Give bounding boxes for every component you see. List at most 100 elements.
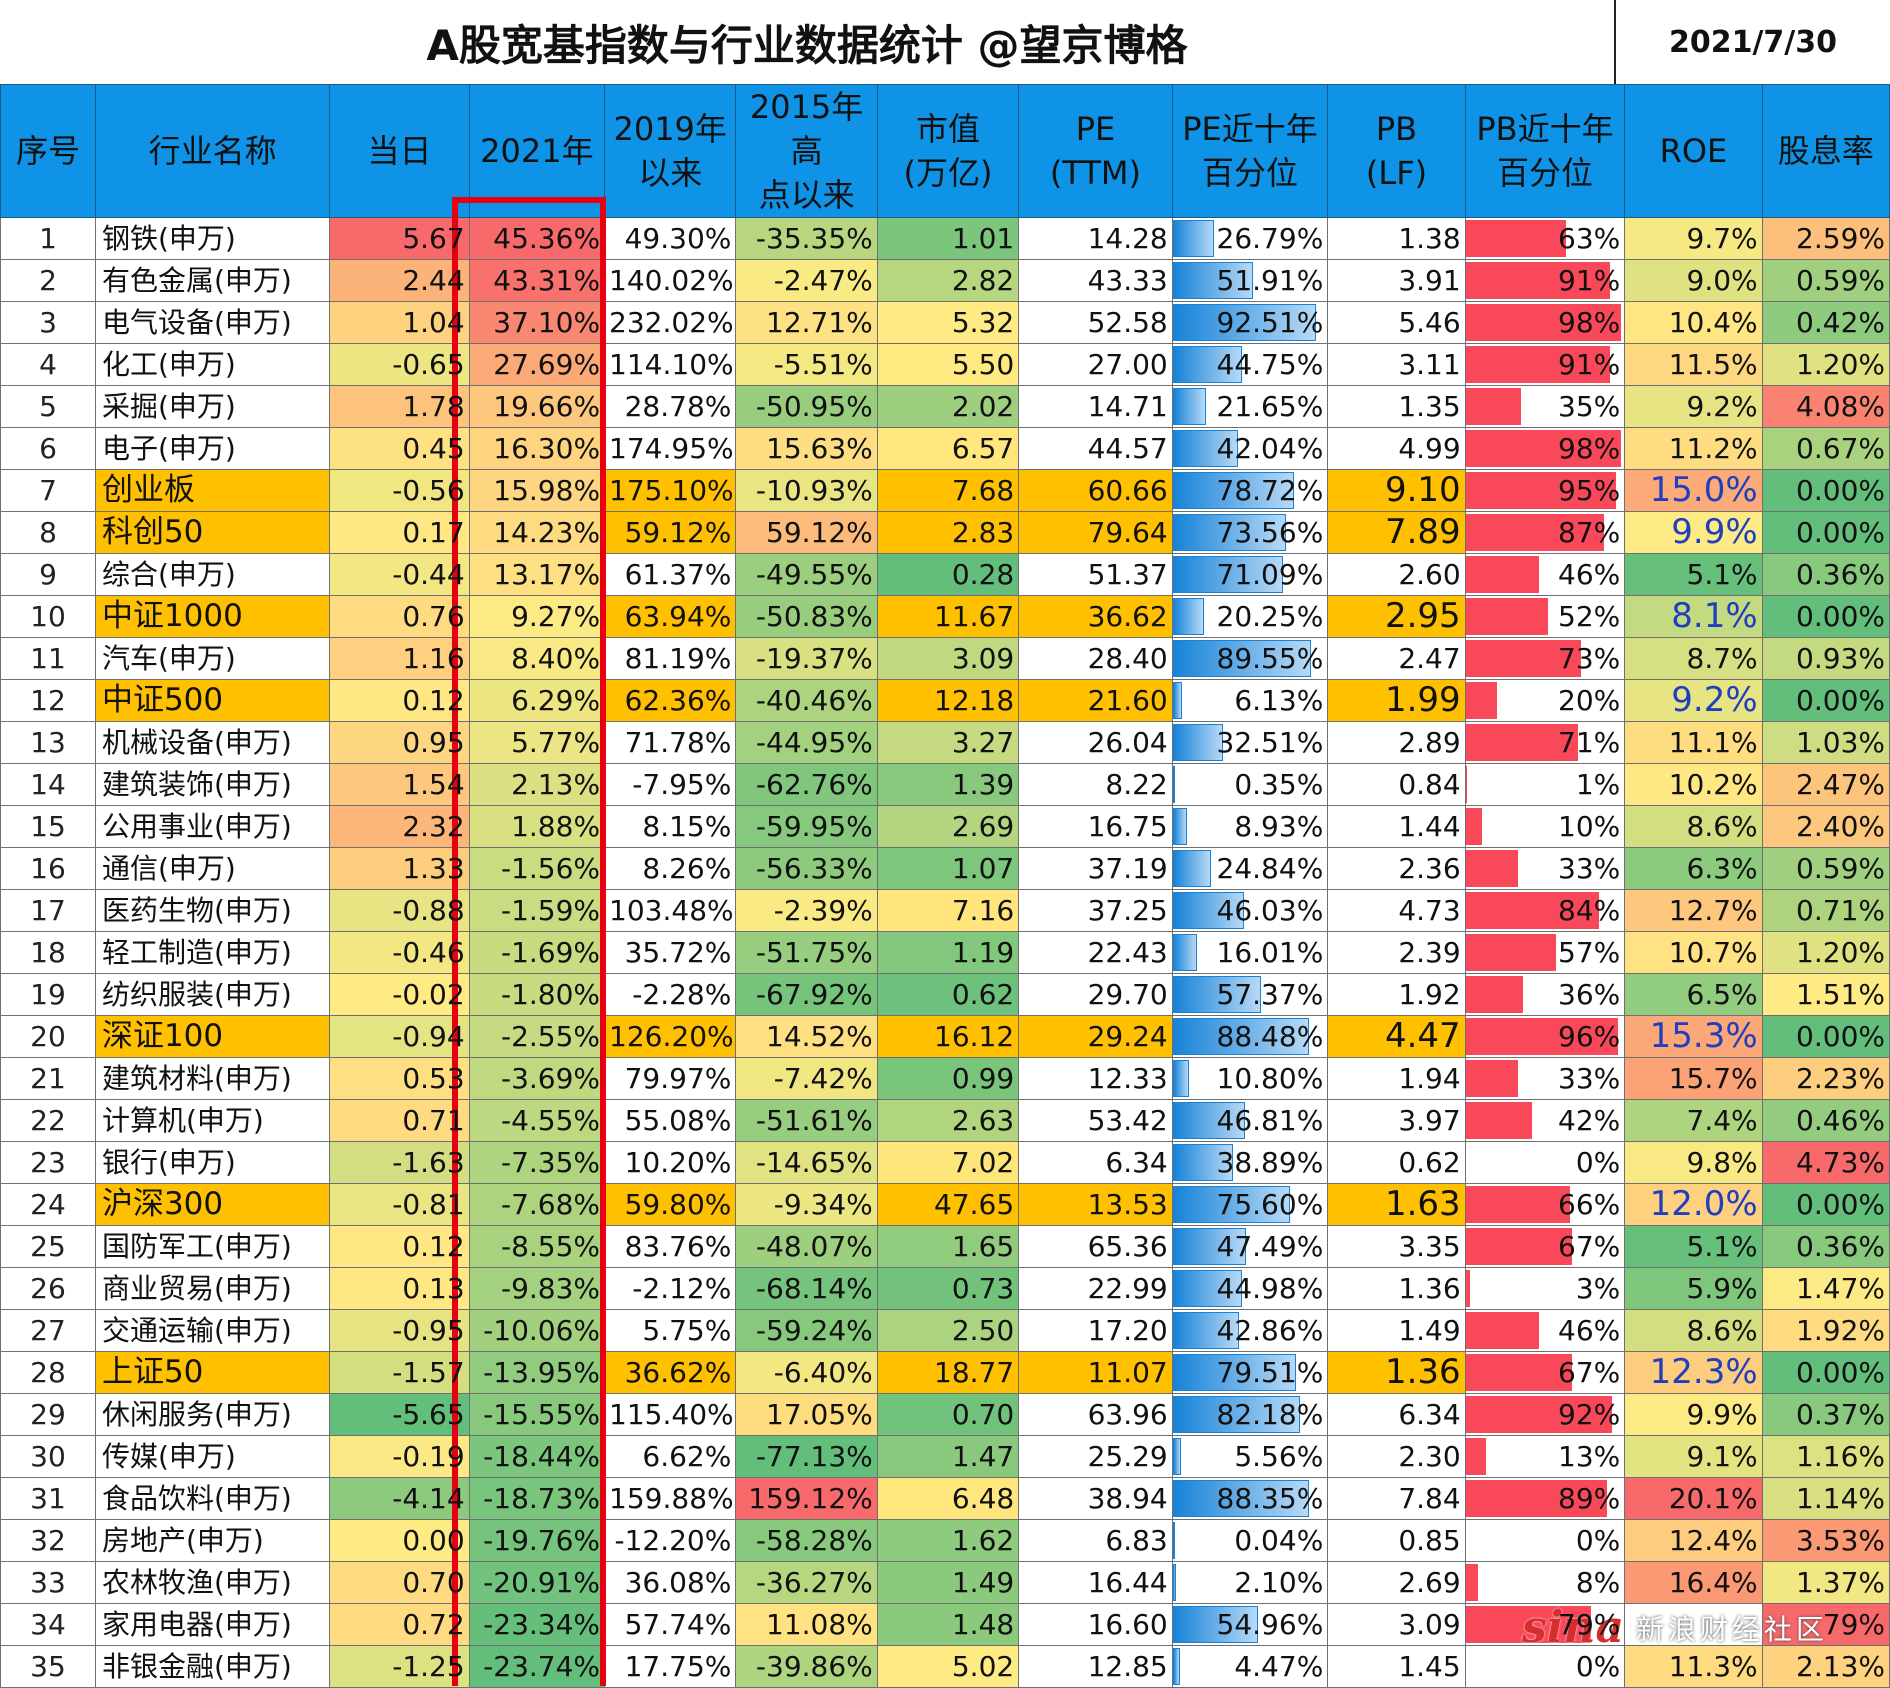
table-row: 2 有色金属(申万) 2.44 43.31% 140.02% -2.47% 2.82 43.3… [0,259,1890,302]
cell-since-2019-value: 36.08% [624,1566,732,1599]
cell-pe-value: 14.71 [1087,390,1168,423]
cell-pe-pct-value: 0.04% [1234,1524,1324,1557]
cell-since-2019-value: 55.08% [624,1104,732,1137]
cell-pe-pct-value: 8.93% [1234,810,1324,843]
cell-pb-pct-value: 79% [1558,1608,1621,1641]
cell-2021-value: -23.74% [483,1650,601,1683]
cell-since-2019: 103.48% [604,889,737,932]
cell-roe-value: 8.1% [1671,596,1758,637]
cell-roe: 9.2% [1624,679,1763,722]
cell-mcap-value: 0.62 [951,978,1015,1011]
cell-pb-pct-value: 1% [1575,768,1621,801]
cell-name-value: 传媒(申万) [101,1440,236,1473]
cell-pb-pct: 71% [1464,721,1626,764]
cell-pe-pct-value: 6.13% [1234,684,1324,717]
cell-since-2019-value: 6.62% [642,1440,732,1473]
cell-dividend-value: 1.03% [1796,726,1885,759]
cell-day: 1.16 [329,637,470,680]
cell-day-value: -0.46 [392,936,465,969]
cell-pb: 2.69 [1327,1561,1466,1604]
cell-pb: 1.92 [1327,973,1466,1016]
cell-pe-pct-value: 54.96% [1216,1608,1324,1641]
cell-name: 休闲服务(申万) [94,1393,331,1436]
cell-mcap-value: 1.48 [951,1608,1015,1641]
header-roe: ROE [1624,84,1763,218]
cell-since-2019: 79.97% [604,1057,737,1100]
cell-since-2019-value: 36.62% [624,1356,732,1389]
cell-dividend-value: 2.47% [1796,768,1885,801]
cell-pe-pct: 6.13% [1171,679,1329,722]
cell-pe-pct-value: 79.51% [1216,1356,1324,1389]
cell-2021: -8.55% [468,1225,606,1268]
cell-since-2019-value: -7.95% [632,768,732,801]
cell-roe-value: 9.2% [1686,390,1758,423]
cell-day-value: -1.63 [392,1146,465,1179]
pb-percentile-bar [1466,1186,1571,1223]
cell-pb-pct: 96% [1464,1015,1626,1058]
cell-pb: 1.94 [1327,1057,1466,1100]
cell-since-2015-value: -51.75% [755,936,873,969]
cell-day: 0.71 [329,1099,470,1142]
cell-dividend: 0.46% [1761,1099,1890,1142]
cell-mcap-value: 5.02 [951,1650,1015,1683]
cell-pb: 1.99 [1327,679,1466,722]
cell-day: -0.81 [329,1183,470,1226]
cell-dividend: 2.13% [1761,1645,1890,1688]
cell-dividend-value: 0.00% [1796,684,1885,717]
cell-pe-pct: 57.37% [1171,973,1329,1016]
cell-since-2019: 10.20% [604,1141,737,1184]
cell-dividend: 4.08% [1761,385,1890,428]
cell-pe-pct-value: 75.60% [1216,1188,1324,1221]
cell-pe: 6.83 [1018,1519,1173,1562]
cell-since-2019-value: -2.12% [632,1272,732,1305]
cell-dividend: 0.71% [1761,889,1890,932]
cell-since-2019: 175.10% [604,469,737,512]
cell-pb: 1.49 [1327,1309,1466,1352]
cell-pe: 26.04 [1018,721,1173,764]
cell-roe-value: 20.1% [1668,1482,1758,1515]
cell-pe-pct: 44.98% [1171,1267,1329,1310]
cell-pe: 60.66 [1018,469,1173,512]
cell-roe-value: 16.4% [1668,1566,1758,1599]
cell-roe-value: 6.5% [1686,978,1758,1011]
cell-since-2019-value: 83.76% [624,1230,732,1263]
cell-day-value: -1.57 [392,1356,465,1389]
cell-index: 4 [0,343,96,386]
cell-since-2015-value: -49.55% [755,558,873,591]
cell-pb-pct-value: 8% [1575,1566,1621,1599]
cell-pe-pct-value: 73.56% [1216,516,1324,549]
cell-index-value: 20 [30,1020,66,1053]
cell-mcap: 2.63 [876,1099,1020,1142]
cell-day-value: 1.54 [402,768,465,801]
cell-pe-value: 27.00 [1087,348,1168,381]
cell-2021-value: -7.35% [500,1146,601,1179]
cell-dividend-value: 0.71% [1796,894,1885,927]
cell-dividend: 1.51% [1761,973,1890,1016]
cell-day-value: 0.13 [402,1272,465,1305]
pe-percentile-bar [1173,1312,1239,1349]
sheet-title: A股宽基指数与行业数据统计 @望京博格 [0,0,1616,84]
table-row: 15 公用事业(申万) 2.32 1.88% 8.15% -59.95% 2.69 16.75… [0,805,1890,848]
cell-pb-value: 2.39 [1398,936,1461,969]
cell-pb: 0.84 [1327,763,1466,806]
cell-roe-value: 12.3% [1649,1352,1758,1393]
cell-name: 家用电器(申万) [94,1603,331,1646]
cell-since-2015-value: -10.93% [755,474,873,507]
cell-pb-value: 2.89 [1398,726,1461,759]
cell-mcap-value: 0.70 [951,1398,1015,1431]
cell-day-value: 1.78 [402,390,465,423]
cell-name-value: 机械设备(申万) [101,726,292,759]
cell-since-2015: -48.07% [735,1225,878,1268]
cell-roe: 12.3% [1624,1351,1763,1394]
cell-roe: 9.9% [1624,511,1763,554]
cell-2021-value: -23.34% [483,1608,601,1641]
cell-2021: 16.30% [468,427,606,470]
cell-roe-value: 9.2% [1671,680,1758,721]
table-row: 9 综合(申万) -0.44 13.17% 61.37% -49.55% 0.28 51.37… [0,553,1890,596]
header-2021: 2021年 [468,84,606,218]
cell-name-value: 非银金融(申万) [101,1650,292,1683]
cell-pe-pct-value: 44.75% [1216,348,1324,381]
cell-pb: 0.85 [1327,1519,1466,1562]
cell-mcap: 5.32 [876,301,1020,344]
cell-pb-value: 1.92 [1398,978,1461,1011]
